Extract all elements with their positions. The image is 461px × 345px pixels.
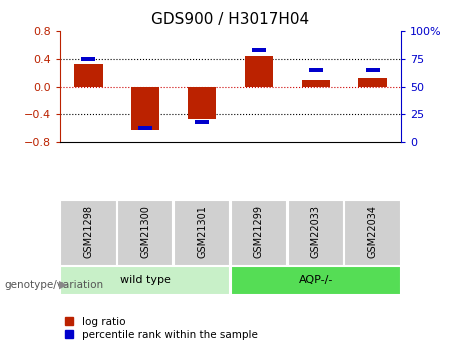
Text: AQP-/-: AQP-/- xyxy=(299,275,333,285)
Title: GDS900 / H3017H04: GDS900 / H3017H04 xyxy=(151,12,310,27)
Bar xyxy=(131,87,160,130)
Bar xyxy=(288,200,344,266)
Bar xyxy=(174,200,230,266)
Text: GSM21301: GSM21301 xyxy=(197,205,207,258)
Text: ▶: ▶ xyxy=(59,280,67,289)
Text: GSM22033: GSM22033 xyxy=(311,205,321,258)
Bar xyxy=(301,80,330,87)
Text: GSM21299: GSM21299 xyxy=(254,205,264,258)
Bar xyxy=(358,78,387,87)
Bar xyxy=(81,57,95,61)
Bar xyxy=(309,68,323,72)
Bar xyxy=(188,87,216,119)
Text: GSM22034: GSM22034 xyxy=(367,205,378,258)
Bar xyxy=(195,120,209,124)
Bar xyxy=(245,56,273,87)
Text: wild type: wild type xyxy=(120,275,171,285)
Text: GSM21298: GSM21298 xyxy=(83,205,94,258)
Bar xyxy=(344,200,401,266)
Bar xyxy=(60,266,230,295)
Bar xyxy=(231,200,287,266)
Legend: log ratio, percentile rank within the sample: log ratio, percentile rank within the sa… xyxy=(65,317,258,340)
Bar xyxy=(138,126,152,130)
Bar xyxy=(60,200,117,266)
Bar xyxy=(252,48,266,52)
Bar xyxy=(366,68,380,72)
Bar xyxy=(74,65,102,87)
Bar xyxy=(231,266,401,295)
Bar xyxy=(117,200,173,266)
Text: genotype/variation: genotype/variation xyxy=(5,280,104,289)
Text: GSM21300: GSM21300 xyxy=(140,205,150,258)
